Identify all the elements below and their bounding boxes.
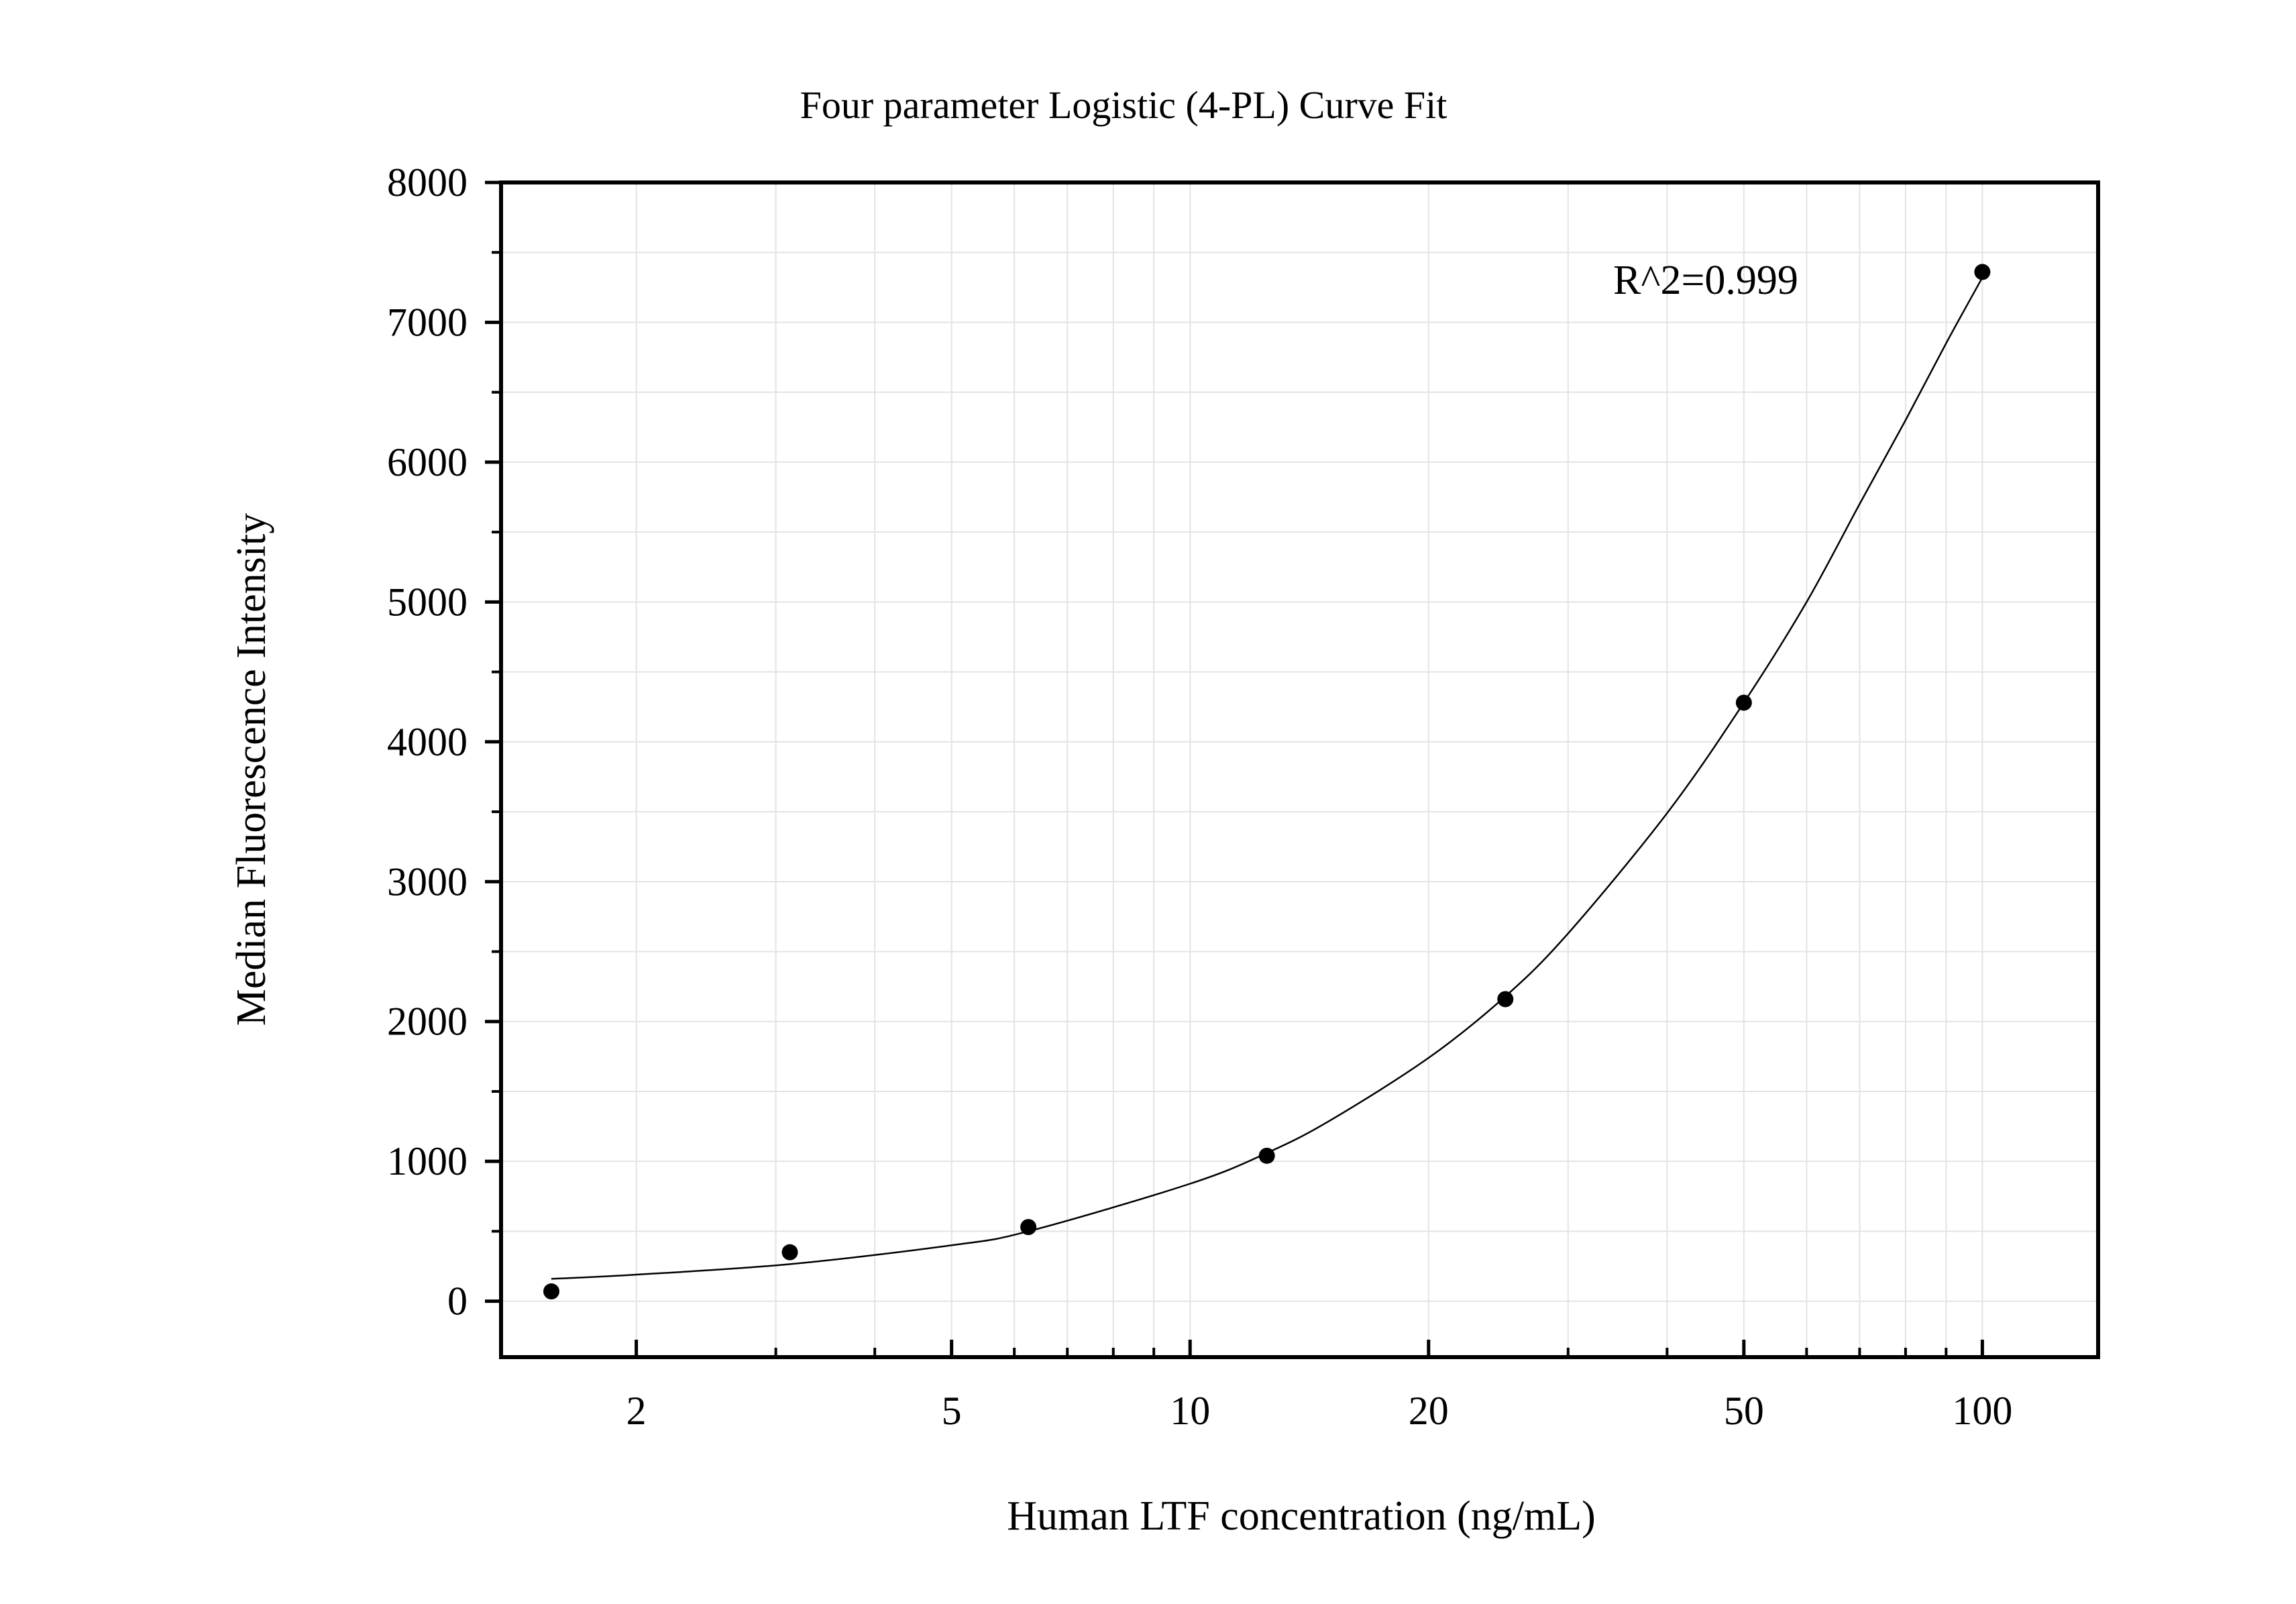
tick-labels: 2 5 10 20 50 10001000200030004000500060007000… [387,160,2012,1433]
data-points [543,264,1991,1300]
data-point [1497,991,1514,1008]
x-tick-label: 20 [1409,1389,1449,1433]
x-tick-label: 5 [942,1389,962,1433]
plot-frame [499,180,2100,1359]
y-tick-label: 2000 [387,1000,468,1044]
y-tick-label: 6000 [387,440,468,484]
y-tick-label: 8000 [387,160,468,205]
y-tick-label: 5000 [387,580,468,624]
x-tick-label: 2 [626,1389,647,1433]
data-point [1974,264,1991,280]
x-tick-label: 100 [1952,1389,2012,1433]
y-axis-label: Median Fluorescence Intensity [229,513,274,1026]
data-point [781,1244,798,1261]
data-point [1735,694,1752,711]
data-point [543,1283,559,1300]
y-tick-label: 4000 [387,720,468,764]
x-tick-label: 50 [1724,1389,1764,1433]
grid-lines [501,182,2098,1357]
data-point [1258,1147,1275,1164]
y-tick-label: 1000 [387,1139,468,1183]
y-tick-label: 0 [447,1279,468,1324]
chart-title: Four parameter Logistic (4-PL) Curve Fit [800,83,1447,127]
x-axis-label: Human LTF concentration (ng/mL) [1007,1493,1596,1539]
y-tick-label: 3000 [387,859,468,904]
y-tick-label: 7000 [387,300,468,344]
axis-ticks [485,180,1984,1357]
fit-curve [551,277,1983,1280]
x-tick-label: 10 [1170,1389,1210,1433]
r-squared-annotation: R^2=0.999 [1613,258,1798,303]
data-point [1020,1219,1037,1236]
